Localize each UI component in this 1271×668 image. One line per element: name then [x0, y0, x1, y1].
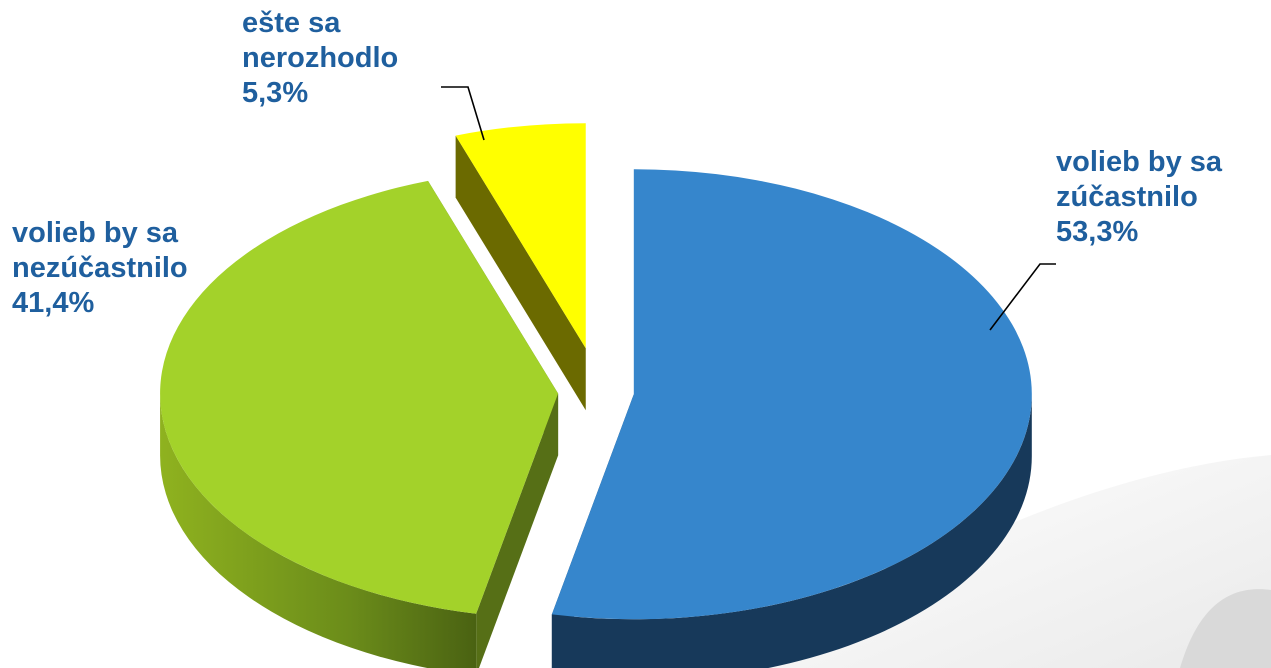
slice-not-participate	[160, 180, 559, 668]
leader-line-participate	[989, 263, 1056, 331]
slice-label-not-participate: volieb by sa nezúčastnilo 41,4%	[12, 216, 188, 321]
slice-label-line: ešte sa	[242, 7, 341, 39]
slice-wall	[455, 135, 586, 411]
slice-top	[551, 169, 1032, 620]
background-swoosh-shade	[1180, 589, 1271, 668]
slice-value-label: 41,4%	[12, 287, 95, 319]
slice-value-label: 5,3%	[242, 77, 309, 109]
slice-label-participate: volieb by sa zúčastnilo 53,3%	[1056, 145, 1222, 250]
slice-label-line: volieb by sa	[1056, 146, 1223, 178]
slice-label-line: volieb by sa	[12, 217, 179, 249]
slice-top	[455, 123, 586, 349]
slice-label-line: nezúčastnilo	[12, 252, 188, 284]
slice-label-undecided: ešte sa nerozhodlo 5,3%	[242, 6, 398, 111]
slice-label-line: zúčastnilo	[1056, 181, 1198, 213]
leader-line-undecided	[441, 86, 485, 141]
slice-participate	[551, 169, 1032, 668]
slice-value-label: 53,3%	[1056, 216, 1139, 248]
slice-undecided	[455, 123, 586, 411]
slice-rim	[551, 394, 1032, 668]
slice-wall	[476, 393, 559, 668]
slice-label-line: nerozhodlo	[242, 42, 399, 74]
slice-top	[160, 180, 559, 614]
slice-rim	[160, 393, 477, 668]
